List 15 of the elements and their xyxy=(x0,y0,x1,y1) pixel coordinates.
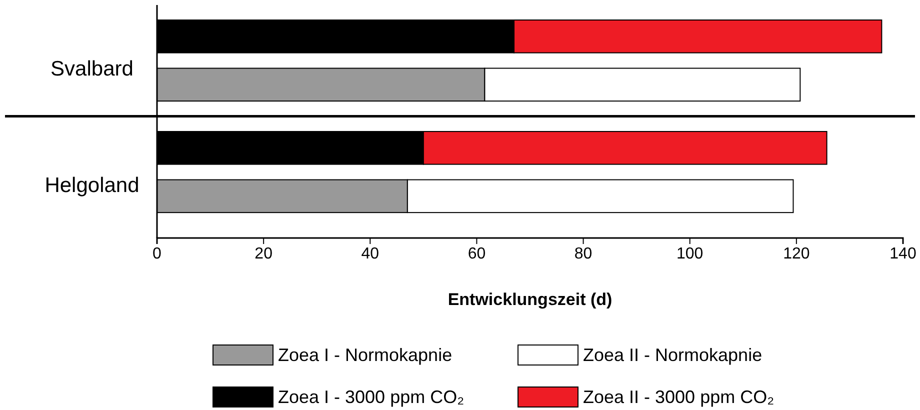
text: Svalbard xyxy=(50,57,134,80)
x-tick-label: 0 xyxy=(152,245,162,262)
x-tick-label: 80 xyxy=(574,245,592,262)
x-tick-label: 140 xyxy=(890,245,916,262)
x-tick-label: 60 xyxy=(468,245,486,262)
x-tick-label: 120 xyxy=(783,245,810,262)
text: Helgoland xyxy=(44,174,140,197)
x-tick-label: 20 xyxy=(254,245,273,262)
x-axis-title: Entwicklungszeit (d) xyxy=(448,290,612,309)
legend-label: Zoea I - Normokapnie xyxy=(278,345,452,365)
x-tick-label: 100 xyxy=(676,245,704,262)
x-tick-label: 40 xyxy=(361,245,380,262)
legend-label: Zoea I - 3000 ppm CO₂ xyxy=(278,387,464,407)
legend-label: Zoea II - 3000 ppm CO₂ xyxy=(583,387,774,407)
legend-label: Zoea II - Normokapnie xyxy=(583,345,762,365)
